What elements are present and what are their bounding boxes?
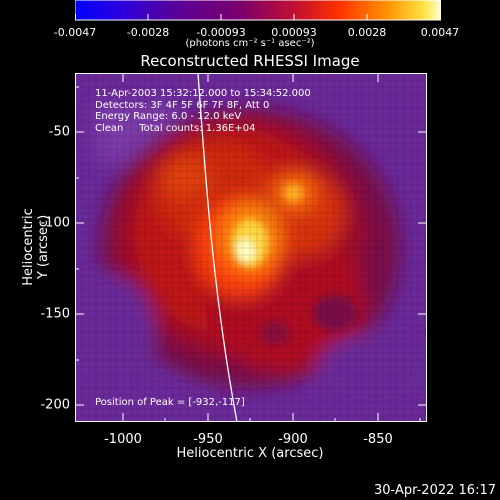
y-tick: -150 <box>40 306 70 322</box>
colorbar <box>75 0 441 21</box>
y-axis-label: Heliocentric Y (arcsec) <box>21 208 51 286</box>
x-tick: -900 <box>278 432 308 447</box>
colorbar-tick: -0.0047 <box>53 26 97 39</box>
y-tick: -50 <box>48 124 70 140</box>
x-axis-label: Heliocentric X (arcsec) <box>176 446 324 461</box>
colorbar-unit: (photons cm⁻² s⁻¹ asec⁻²) <box>185 38 315 49</box>
x-tick: -1000 <box>104 432 142 447</box>
x-tick: -950 <box>193 432 223 447</box>
rhessi-image <box>75 73 427 422</box>
energy-range: Energy Range: 6.0 - 12.0 keV <box>95 111 242 122</box>
detectors: Detectors: 3F 4F 5F 6F 7F 8F, Att 0 <box>95 99 270 111</box>
image-title: Reconstructed RHESSI Image <box>140 52 360 70</box>
time-range: 11-Apr-2003 15:32:12.000 to 15:34:52.000 <box>95 88 311 99</box>
x-tick: -850 <box>363 432 393 447</box>
colorbar-tick: 0.0047 <box>420 26 460 39</box>
y-tick: -200 <box>40 397 70 413</box>
colorbar-tick: -0.00093 <box>196 26 246 39</box>
peak-position: Position of Peak = [-932,-117] <box>95 397 245 408</box>
timestamp: 30-Apr-2022 16:17 <box>374 483 496 498</box>
clean-counts: Clean Total counts: 1.36E+04 <box>95 122 256 134</box>
observation-info: 11-Apr-2003 15:32:12.000 to 15:34:52.000… <box>95 88 311 134</box>
colorbar-tick: -0.0028 <box>126 26 170 39</box>
colorbar-tick: 0.00093 <box>271 26 317 39</box>
y-tick: -100 <box>40 215 70 231</box>
colorbar-tick: 0.0028 <box>347 26 387 39</box>
